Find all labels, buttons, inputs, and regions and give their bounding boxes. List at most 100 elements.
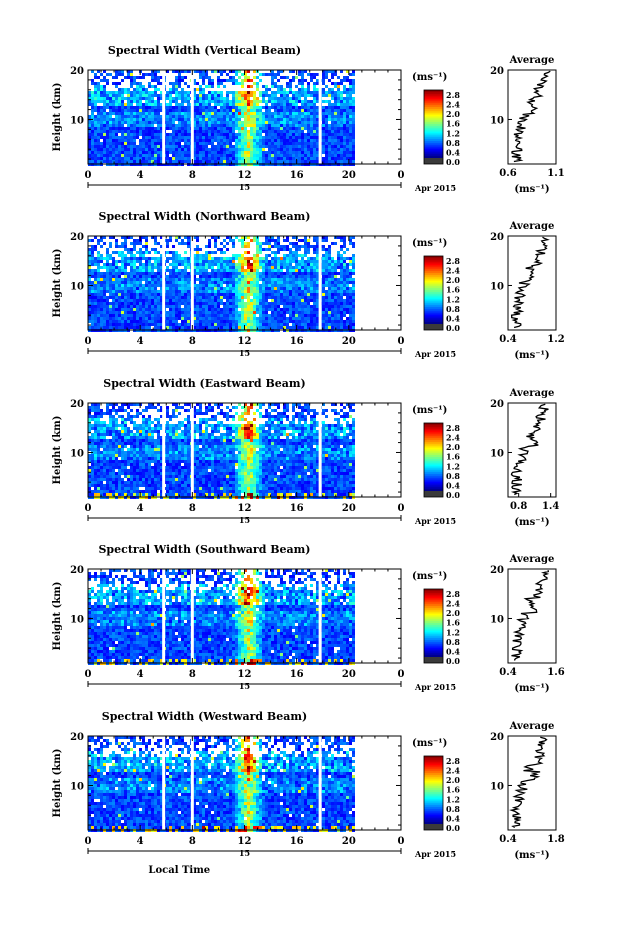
heatmap-cell	[106, 257, 109, 260]
heatmap-cell	[226, 296, 229, 299]
heatmap-cell	[313, 287, 316, 290]
heatmap-cell	[148, 323, 151, 326]
heatmap-cell	[178, 103, 181, 106]
heatmap-cell	[232, 266, 235, 269]
heatmap-cell	[229, 121, 232, 124]
heatmap-cell	[265, 302, 268, 305]
heatmap-cell	[247, 260, 250, 263]
heatmap-cell	[193, 278, 196, 281]
heatmap-cell	[142, 145, 145, 148]
heatmap-cell	[286, 260, 289, 263]
heatmap-cell	[301, 326, 304, 329]
heatmap-cell	[178, 157, 181, 160]
heatmap-cell	[142, 148, 145, 151]
heatmap-cell	[247, 70, 250, 73]
heatmap-cell	[184, 308, 187, 311]
heatmap-cell	[250, 275, 253, 278]
heatmap-cell	[325, 263, 328, 266]
heatmap-cell	[181, 100, 184, 103]
heatmap-cell	[220, 284, 223, 287]
heatmap-cell	[235, 136, 238, 139]
heatmap-cell	[337, 106, 340, 109]
heatmap-cell	[316, 251, 319, 254]
heatmap-cell	[313, 263, 316, 266]
heatmap-cell	[265, 106, 268, 109]
heatmap-cell	[337, 97, 340, 100]
heatmap-cell	[109, 148, 112, 151]
heatmap-cell	[217, 290, 220, 293]
heatmap-cell	[130, 103, 133, 106]
heatmap-cell	[88, 248, 91, 251]
heatmap-cell	[343, 139, 346, 142]
heatmap-cell	[298, 308, 301, 311]
heatmap-cell	[265, 136, 268, 139]
heatmap-cell	[244, 272, 247, 275]
heatmap-cell	[145, 160, 148, 163]
heatmap-cell	[148, 145, 151, 148]
heatmap-cell	[115, 293, 118, 296]
heatmap-cell	[244, 236, 247, 239]
heatmap-cell	[241, 239, 244, 242]
heatmap-cell	[316, 91, 319, 94]
heatmap-cell	[211, 70, 214, 73]
heatmap-cell	[280, 160, 283, 163]
heatmap-cell	[325, 272, 328, 275]
heatmap-cell	[136, 148, 139, 151]
heatmap-cell	[136, 136, 139, 139]
heatmap-cell	[187, 94, 190, 97]
heatmap-cell	[238, 151, 241, 154]
heatmap-cell	[286, 296, 289, 299]
heatmap-cell	[133, 88, 136, 91]
heatmap-cell	[94, 151, 97, 154]
heatmap-cell	[235, 103, 238, 106]
heatmap-cell	[295, 257, 298, 260]
heatmap-cell	[295, 266, 298, 269]
heatmap-cell	[238, 139, 241, 142]
heatmap-cell	[220, 100, 223, 103]
heatmap-cell	[175, 112, 178, 115]
heatmap-cell	[244, 257, 247, 260]
heatmap-cell	[220, 151, 223, 154]
heatmap-cell	[154, 121, 157, 124]
heatmap-cell	[175, 76, 178, 79]
heatmap-cell	[121, 145, 124, 148]
heatmap-cell	[112, 260, 115, 263]
heatmap-cell	[286, 281, 289, 284]
heatmap-cell	[94, 290, 97, 293]
heatmap-cell	[265, 91, 268, 94]
heatmap-cell	[229, 275, 232, 278]
heatmap-cell	[208, 260, 211, 263]
heatmap-cell	[196, 320, 199, 323]
heatmap-cell	[337, 260, 340, 263]
heatmap-cell	[331, 326, 334, 329]
heatmap-cell	[175, 118, 178, 121]
heatmap-cell	[208, 85, 211, 88]
heatmap-cell	[352, 109, 355, 112]
heatmap-cell	[211, 154, 214, 157]
heatmap-cell	[106, 118, 109, 121]
heatmap-cell	[235, 308, 238, 311]
heatmap-cell	[307, 85, 310, 88]
heatmap-cell	[265, 305, 268, 308]
heatmap-cell	[283, 157, 286, 160]
heatmap-cell	[277, 91, 280, 94]
heatmap-cell	[268, 100, 271, 103]
heatmap-cell	[136, 88, 139, 91]
heatmap-cell	[217, 151, 220, 154]
heatmap-cell	[301, 305, 304, 308]
heatmap-cell	[151, 160, 154, 163]
heatmap-cell	[262, 263, 265, 266]
heatmap-cell	[202, 260, 205, 263]
heatmap-cell	[109, 311, 112, 314]
heatmap-cell	[334, 266, 337, 269]
heatmap-cell	[115, 242, 118, 245]
heatmap-cell	[154, 284, 157, 287]
heatmap-cell	[151, 154, 154, 157]
heatmap-cell	[100, 106, 103, 109]
heatmap-cell	[316, 314, 319, 317]
heatmap-cell	[337, 287, 340, 290]
heatmap-cell	[124, 76, 127, 79]
heatmap-cell	[304, 133, 307, 136]
heatmap-cell	[328, 263, 331, 266]
heatmap-cell	[259, 100, 262, 103]
